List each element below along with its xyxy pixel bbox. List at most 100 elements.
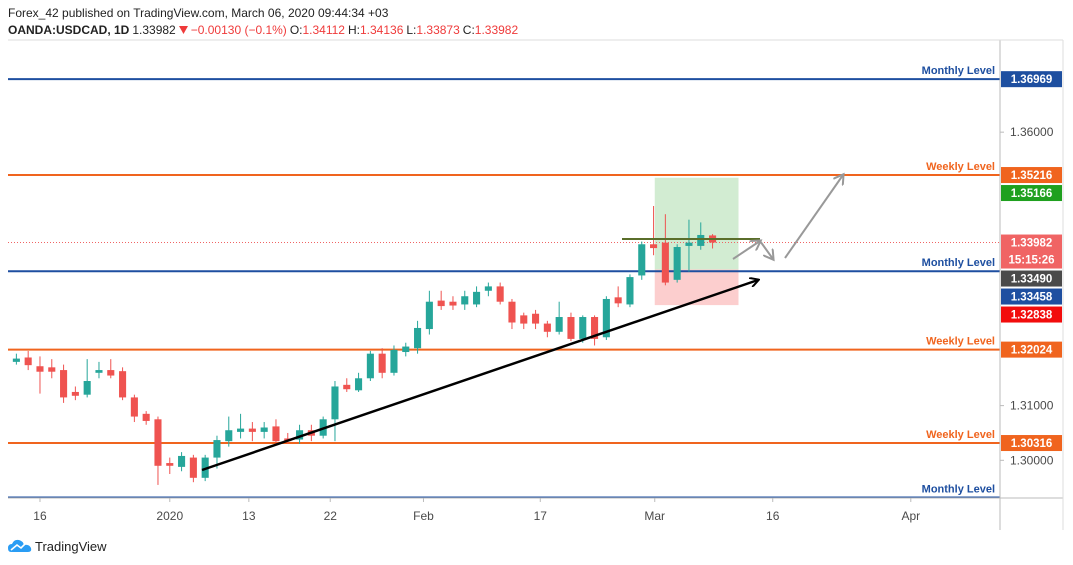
- price-label: 1.35166: [1011, 188, 1053, 200]
- candle-body: [83, 381, 91, 395]
- candle-body: [260, 427, 268, 432]
- candle-body: [437, 300, 445, 307]
- candle-body: [331, 386, 339, 420]
- candle-body: [178, 455, 186, 467]
- ohlc: O:1.34112 H:1.34136 L:1.33873 C:1.33982: [290, 23, 521, 37]
- price-label-box: [1001, 306, 1062, 323]
- candle-body: [520, 315, 528, 324]
- price-label: 1.33458: [1011, 292, 1053, 304]
- price-label-box: [1001, 435, 1062, 452]
- level-label: Weekly Level: [926, 429, 995, 441]
- price-label-box: [1001, 185, 1062, 202]
- candle-body: [237, 428, 245, 432]
- price-label-box: [1001, 71, 1062, 88]
- candle-body: [213, 440, 221, 458]
- candle-body: [225, 430, 233, 442]
- candle-body: [95, 370, 103, 373]
- candle-body: [378, 353, 386, 373]
- candle-body: [650, 244, 658, 249]
- ohlc-value: 1.33873: [416, 23, 460, 37]
- price-label: 1.33982: [1011, 238, 1053, 250]
- x-tick-label: 16: [766, 509, 780, 523]
- candle-body: [602, 298, 610, 338]
- price-label: 1.30316: [1011, 438, 1053, 450]
- candle-body: [272, 426, 280, 442]
- candle-body: [697, 234, 705, 246]
- publish-line: Forex_42 published on TradingView.com, M…: [8, 6, 389, 20]
- x-tick-label: 13: [242, 509, 256, 523]
- candle-body: [614, 297, 622, 304]
- x-tick-label: 22: [324, 509, 338, 523]
- candle-body: [508, 301, 516, 323]
- level-label: Weekly Level: [926, 336, 995, 348]
- candle-body: [107, 370, 115, 376]
- price-label: 1.33490: [1011, 274, 1053, 286]
- candle-body: [154, 419, 162, 466]
- price-label-box: [1001, 341, 1062, 358]
- price-label: 1.36969: [1011, 74, 1053, 86]
- candle-body: [166, 463, 174, 466]
- candle-body: [473, 291, 481, 305]
- candle-body: [36, 366, 44, 372]
- candle-body: [449, 301, 457, 306]
- ohlc-key: C:: [462, 23, 475, 37]
- x-tick-label: Feb: [413, 509, 434, 523]
- candle-body: [661, 242, 669, 283]
- down-arrow: [178, 26, 188, 34]
- candle-body: [496, 286, 504, 302]
- y-tick-label: 1.36000: [1010, 125, 1054, 139]
- header: Forex_42 published on TradingView.com, M…: [8, 5, 524, 39]
- candle-body: [579, 317, 587, 339]
- price-label: 1.32838: [1011, 310, 1053, 322]
- change: −0.00130 (−0.1%): [190, 23, 287, 37]
- candle-body: [685, 242, 693, 246]
- candle-body: [484, 286, 492, 291]
- level-label: Weekly Level: [926, 161, 995, 173]
- drawings: [201, 175, 843, 472]
- y-tick-label: 1.30000: [1010, 453, 1054, 467]
- ohlc-value: 1.34136: [359, 23, 404, 37]
- x-tick-label: 16: [33, 509, 47, 523]
- candle-body: [296, 430, 304, 440]
- x-tick-label: Apr: [901, 509, 920, 523]
- candle-body: [189, 457, 197, 478]
- x-tick-label: 17: [534, 509, 548, 523]
- candle-body: [543, 323, 551, 332]
- candle-body: [119, 371, 127, 398]
- last-price: 1.33982: [132, 23, 176, 37]
- projection-arrow: [759, 240, 773, 259]
- brand-logo: [8, 539, 32, 552]
- candle-body: [390, 349, 398, 373]
- projection-arrow: [732, 241, 760, 260]
- y-tick-label: 1.31000: [1010, 399, 1054, 413]
- level-label: Monthly Level: [922, 257, 995, 269]
- ohlc-value: 1.34112: [302, 23, 345, 37]
- candle-body: [130, 397, 138, 417]
- candle-body: [48, 367, 56, 372]
- ohlc-key: O:: [289, 23, 303, 37]
- price-label-box: [1001, 288, 1062, 305]
- candle-body: [60, 370, 68, 398]
- ohlc-value: 1.33982: [474, 23, 519, 37]
- x-tick-label: 2020: [156, 509, 183, 523]
- brand: TradingView: [35, 538, 107, 554]
- candle-body: [142, 413, 150, 421]
- countdown: 15:15:26: [1008, 255, 1054, 267]
- candle-body: [402, 346, 410, 353]
- candle-body: [461, 296, 469, 305]
- trend-line: [201, 280, 758, 472]
- footer: TradingView: [8, 538, 107, 554]
- projection-arrow: [784, 175, 843, 259]
- price-label: 1.32024: [1011, 345, 1053, 357]
- x-tick-label: Mar: [644, 509, 665, 523]
- plot-area: [8, 78, 1000, 498]
- candle-body: [638, 244, 646, 276]
- candle-body: [71, 391, 79, 396]
- candle-body: [532, 313, 540, 324]
- price-label-box: [1001, 167, 1062, 184]
- chart: 16 2020 13 22 Feb 17 Mar 16 Apr 1.36000 1.31000 1.3…: [8, 39, 1064, 530]
- candle-body: [414, 327, 422, 349]
- candle-body: [626, 277, 634, 305]
- symbol: OANDA:USDCAD, 1D: [8, 23, 130, 37]
